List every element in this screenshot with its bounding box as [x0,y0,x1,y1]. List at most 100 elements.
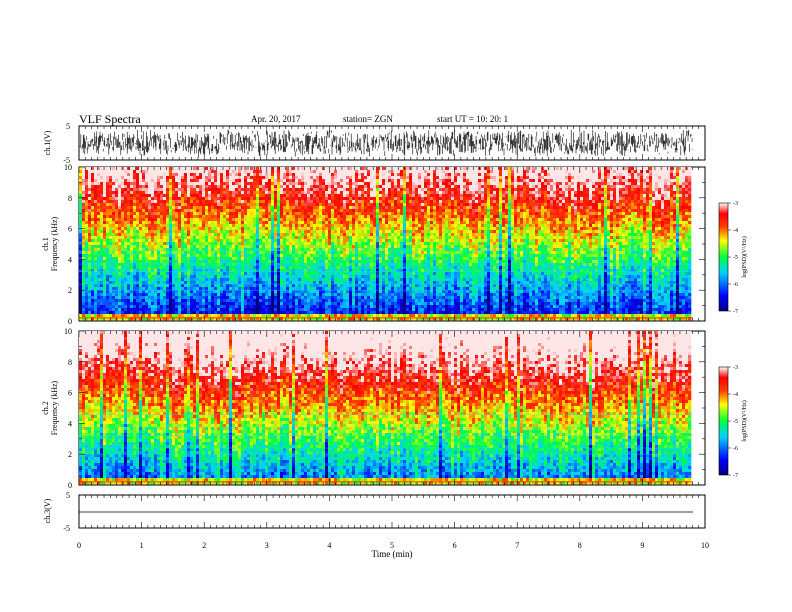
spectrogram-cell [154,284,158,288]
spectrogram-cell [337,308,341,312]
spectrogram-cell [340,173,344,177]
spectrogram-cell [295,299,299,303]
spectrogram-cell [160,233,164,237]
spectrogram-cell [244,206,248,210]
spectrogram-cell [217,227,221,231]
spectrogram-cell [349,299,353,303]
spectrogram-cell [250,251,254,255]
spectrogram-cell [244,194,248,198]
spectrogram-cell [91,233,95,237]
spectrogram-cell [187,281,191,285]
spectrogram-cell [112,266,116,270]
spectrogram-cell [268,242,272,246]
spectrogram-cell [247,317,251,321]
spectrogram-cell [226,191,230,195]
spectrogram-cell [91,182,95,186]
spectrogram-cell [118,287,122,291]
spectrogram-cell [274,227,278,231]
spectrogram-cell [316,293,320,297]
spectrogram-cell [346,173,350,177]
spectrogram-cell [295,227,299,231]
spectrogram-cell [343,233,347,237]
spectrogram-cell [325,290,329,294]
spectrogram-cell [151,176,155,180]
spectrogram-cell [85,260,89,264]
spectrogram-cell [181,269,185,273]
spectrogram-cell [151,242,155,246]
spectrogram-cell [250,182,254,186]
spectrogram-cell [259,314,263,318]
spectrogram-cell [247,218,251,222]
spectrogram-cell [97,209,101,213]
spectrogram-cell [121,290,125,294]
spectrogram-cell [142,239,146,243]
spectrogram-cell [100,227,104,231]
spectrogram-cell [166,251,170,255]
spectrogram-cell [145,188,149,192]
spectrogram-cell [274,296,278,300]
spectrogram-cell [94,293,98,297]
spectrogram-cell [166,212,170,216]
spectrogram-cell [316,221,320,225]
spectrogram-cell [109,230,113,234]
spectrogram-cell [160,263,164,267]
spectrogram-cell [82,239,86,243]
spectrogram-cell [142,308,146,312]
spectrogram-cell [259,296,263,300]
spectrogram-cell [223,212,227,216]
spectrogram-cell [274,233,278,237]
spectrogram-cell [142,317,146,321]
spectrogram-cell [196,266,200,270]
spectrogram-cell [205,170,209,174]
spectrogram-cell [145,167,149,171]
spectrogram-cell [301,239,305,243]
spectrogram-cell [268,176,272,180]
spectrogram-cell [109,296,113,300]
spectrogram-cell [238,290,242,294]
spectrogram-cell [301,200,305,204]
spectrogram-cell [130,179,134,183]
spectrogram-cell [292,182,296,186]
spectrogram-cell [103,257,107,261]
spectrogram-cell [316,188,320,192]
spectrogram-cell [118,317,122,321]
spectrogram-cell [304,314,308,318]
spectrogram-cell [211,284,215,288]
spectrogram-cell [97,197,101,201]
spectrogram-cell [172,308,176,312]
spectrogram-cell [280,227,284,231]
spectrogram-cell [289,227,293,231]
spectrogram-cell [292,263,296,267]
spectrogram-cell [355,305,359,309]
spectrogram-cell [301,194,305,198]
spectrogram-cell [196,221,200,225]
spectrogram-cell [193,209,197,213]
spectrogram-cell [199,179,203,183]
spectrogram-cell [103,263,107,267]
spectrogram-cell [313,191,317,195]
spectrogram-cell [241,242,245,246]
spectrogram-cell [328,251,332,255]
spectrogram-cell [79,254,83,258]
spectrogram-cell [289,314,293,318]
spectrogram-cell [211,176,215,180]
spectrogram-cell [349,308,353,312]
spectrogram-cell [166,266,170,270]
spectrogram-cell [199,317,203,321]
spectrogram-cell [223,185,227,189]
spectrogram-cell [139,311,143,315]
spectrogram-cell [94,245,98,249]
spectrogram-cell [217,245,221,249]
spectrogram-cell [241,173,245,177]
spectrogram-cell [82,272,86,276]
spectrogram-cell [274,290,278,294]
spectrogram-cell [334,230,338,234]
spectrogram-cell [277,305,281,309]
spectrogram-cell [262,254,266,258]
spectrogram-cell [154,245,158,249]
spectrogram-cell [328,179,332,183]
spectrogram-cell [301,230,305,234]
spectrogram-cell [172,212,176,216]
spectrogram-cell [262,167,266,171]
spectrogram-cell [139,284,143,288]
